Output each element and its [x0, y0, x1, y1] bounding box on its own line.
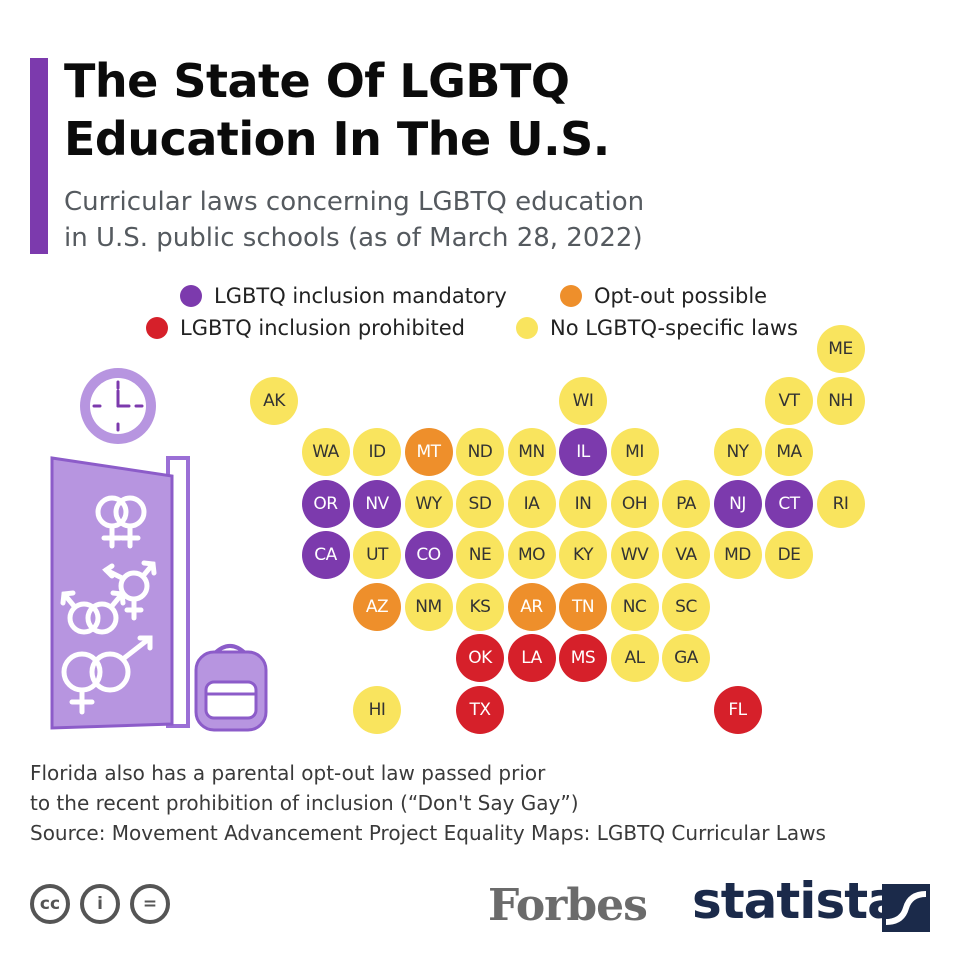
accent-bar: [30, 58, 48, 254]
state-tile-tn: TN: [559, 582, 607, 631]
state-tile-ky: KY: [559, 531, 607, 579]
state-tile-ar: AR: [507, 582, 556, 631]
state-tile-az: AZ: [353, 582, 401, 631]
state-tile-or: OR: [301, 479, 350, 528]
state-tile-wv: WV: [610, 531, 659, 579]
state-tile-nj: NJ: [713, 479, 762, 528]
state-tile-co: CO: [404, 531, 453, 579]
state-tile-va: VA: [662, 531, 710, 579]
state-tile-pa: PA: [662, 479, 710, 528]
door-icon: [50, 456, 190, 730]
state-tile-ga: GA: [662, 634, 710, 682]
attribution-icon: i: [80, 884, 120, 924]
state-tile-fl: FL: [713, 685, 762, 734]
state-tile-il: IL: [559, 428, 607, 476]
state-tile-la: LA: [507, 634, 556, 682]
state-tile-mo: MO: [507, 531, 556, 579]
state-tile-ks: KS: [456, 582, 504, 631]
state-tile-tx: TX: [456, 685, 504, 734]
state-tile-vt: VT: [765, 376, 813, 425]
state-tile-in: IN: [559, 479, 607, 528]
cc-icon: cc: [30, 884, 70, 924]
state-tile-sc: SC: [662, 582, 710, 631]
state-tile-ia: IA: [507, 479, 556, 528]
legend-dot-optout: [560, 285, 582, 307]
state-tile-de: DE: [765, 531, 813, 579]
footnote: Florida also has a parental opt-out law …: [30, 758, 950, 848]
state-tile-nh: NH: [816, 376, 865, 425]
legend-dot-prohibited: [146, 317, 168, 339]
state-tile-oh: OH: [610, 479, 659, 528]
footnote-line-2: to the recent prohibition of inclusion (…: [30, 791, 579, 815]
legend-item-none: No LGBTQ-specific laws: [516, 316, 798, 340]
legend-label-prohibited: LGBTQ inclusion prohibited: [180, 316, 465, 340]
state-tile-nc: NC: [610, 582, 659, 631]
page-subtitle: Curricular laws concerning LGBTQ educati…: [64, 187, 645, 253]
no-derivatives-icon: =: [130, 884, 170, 924]
state-tile-ca: CA: [301, 531, 350, 579]
state-tile-wa: WA: [301, 428, 350, 476]
title-line-2: Education In The U.S.: [64, 112, 610, 166]
state-tile-hi: HI: [353, 685, 401, 734]
state-tile-ma: MA: [765, 428, 813, 476]
state-tile-nm: NM: [404, 582, 453, 631]
backpack-icon: [194, 644, 268, 732]
state-tile-ne: NE: [456, 531, 504, 579]
state-tile-mt: MT: [404, 428, 453, 476]
clock-icon: [80, 368, 156, 444]
state-tile-sd: SD: [456, 479, 504, 528]
statista-logo: statista: [692, 872, 901, 930]
legend-item-prohibited: LGBTQ inclusion prohibited: [146, 316, 465, 340]
source-line: Source: Movement Advancement Project Equ…: [30, 821, 826, 845]
legend-label-none: No LGBTQ-specific laws: [550, 316, 798, 340]
legend-item-optout: Opt-out possible: [560, 284, 767, 308]
state-tile-wi: WI: [559, 376, 607, 425]
state-tile-wy: WY: [404, 479, 453, 528]
state-tile-ok: OK: [456, 634, 504, 682]
legend-label-mandatory: LGBTQ inclusion mandatory: [214, 284, 507, 308]
state-tile-nd: ND: [456, 428, 504, 476]
state-tile-ri: RI: [816, 479, 865, 528]
page-title: The State Of LGBTQ Education In The U.S.: [64, 52, 924, 168]
state-tile-id: ID: [353, 428, 401, 476]
state-tile-nv: NV: [353, 479, 401, 528]
legend-dot-none: [516, 317, 538, 339]
state-tile-md: MD: [713, 531, 762, 579]
legend-dot-mandatory: [180, 285, 202, 307]
state-tile-ms: MS: [559, 634, 607, 682]
state-tile-ct: CT: [765, 479, 813, 528]
forbes-logo: Forbes: [488, 880, 648, 931]
state-tile-al: AL: [610, 634, 659, 682]
state-tile-ak: AK: [250, 376, 298, 425]
footnote-line-1: Florida also has a parental opt-out law …: [30, 761, 546, 785]
legend-label-optout: Opt-out possible: [594, 284, 768, 308]
title-line-1: The State Of LGBTQ: [64, 54, 570, 108]
legend-item-mandatory: LGBTQ inclusion mandatory: [180, 284, 507, 308]
classroom-illustration: [50, 368, 268, 732]
statista-mark-icon: [882, 884, 930, 932]
state-tile-me: ME: [816, 325, 865, 373]
license-icons: cc i =: [30, 884, 170, 924]
legend: LGBTQ inclusion mandatory Opt-out possib…: [0, 280, 960, 350]
state-tile-ut: UT: [353, 531, 401, 579]
state-tile-mi: MI: [610, 428, 659, 476]
state-tile-ny: NY: [713, 428, 762, 476]
state-tile-mn: MN: [507, 428, 556, 476]
